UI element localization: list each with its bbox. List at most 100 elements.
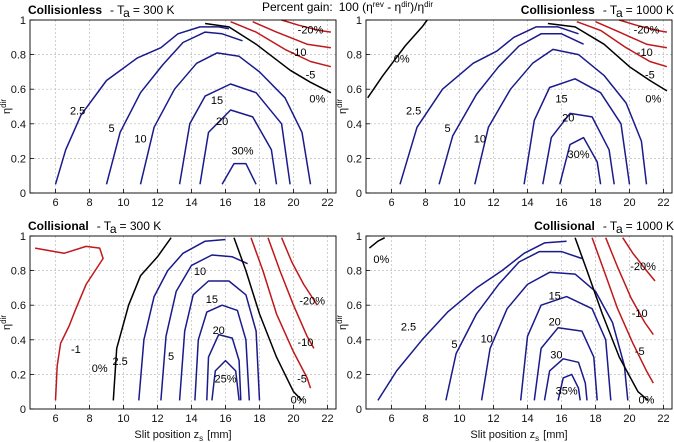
contour-label-2: 5 [445,123,451,135]
x-tick-label-7: 20 [623,197,635,209]
contour-label-8: -10 [291,47,307,59]
y-tick-label-3: 0.6 [347,84,362,96]
y-tick-label-3: 0.6 [11,84,26,96]
y-tick-label-3: 0.6 [11,300,26,312]
y-axis-label: ηdir [335,315,349,330]
contour-line-6 [559,136,602,185]
panel-title: Collisional - Ta = 300 K [28,219,161,236]
contour-line-8 [576,20,668,68]
x-tick-label-5: 16 [555,413,567,425]
contour-label-4: 10 [194,266,206,278]
contour-label-10: -10 [297,337,313,349]
y-tick-label-2: 0.4 [11,335,26,347]
panel-title: Collisional - Ta = 1000 K [534,219,674,236]
contour-label-4: 15 [555,93,567,105]
x-tick-label-0: 6 [388,197,394,209]
contour-line-7 [211,359,240,401]
x-tick-label-3: 12 [151,197,163,209]
contour-line-2 [138,238,226,401]
contour-line-1 [377,240,567,401]
contour-label-1: 5 [109,123,115,135]
x-tick-label-6: 18 [589,413,601,425]
contour-line-3 [480,271,629,401]
contour-label-5: 20 [549,316,561,328]
contour-line-10 [267,237,315,349]
y-tick-label-1: 0.2 [347,153,362,165]
panel-title: Collisionless - Ta = 300 K [28,3,175,20]
x-tick-label-0: 6 [388,413,394,425]
contour-label-9: -5 [297,373,307,385]
x-tick-label-3: 12 [151,413,163,425]
contour-label-1: 2.5 [401,322,416,334]
contour-line-5 [533,326,598,401]
y-tick-label-5: 1 [356,231,362,243]
contour-label-8: 0% [639,394,655,406]
y-tick-label-3: 0.6 [347,300,362,312]
x-tick-label-2: 10 [453,413,465,425]
x-tick-label-4: 14 [521,413,533,425]
x-tick-label-8: 22 [657,197,669,209]
contour-label-5: 15 [206,294,218,306]
x-tick-label-6: 18 [253,197,265,209]
contour-line-9 [595,21,668,49]
contour-line-7 [230,21,332,68]
plot-frame [365,19,673,194]
contour-label-9: -10 [637,47,653,59]
contour-line-1 [399,26,579,185]
y-tick-label-5: 1 [20,231,26,243]
y-tick-label-1: 0.2 [347,369,362,381]
x-tick-label-2: 10 [117,413,129,425]
y-tick-label-0: 0 [356,188,362,200]
x-tick-label-5: 16 [555,197,567,209]
y-tick-label-5: 1 [20,15,26,27]
contour-line-6 [204,22,332,94]
x-tick-label-0: 6 [52,197,58,209]
contour-line-9 [591,237,654,384]
contour-label-3: 15 [211,95,223,107]
contour-line-2 [139,52,312,185]
contour-label-2: 2.5 [112,356,127,368]
y-tick-label-4: 0.8 [347,50,362,62]
contour-label-4: 20 [216,116,228,128]
x-axis-label: Slit position zs [mm] [470,429,567,442]
contour-line-4 [199,109,278,185]
contour-label-3: 10 [474,133,486,145]
contour-line-8 [252,21,332,49]
contour-line-6 [543,358,588,401]
contour-label-5: 30% [231,145,253,157]
contour-label-4: 15 [549,290,561,302]
contour-line-0 [367,19,428,99]
contour-line-5 [542,112,615,185]
y-tick-label-0: 0 [20,404,26,416]
y-axis-label: ηdir [335,99,349,114]
contour-label-1: 0% [92,363,108,375]
contour-line-1 [105,31,243,185]
contour-line-2 [445,250,583,401]
contour-label-0: -1 [71,344,81,356]
contour-label-3: 5 [168,351,174,363]
contour-line-5 [194,304,251,401]
contour-label-5: 20 [562,113,574,125]
contour-label-6: 30 [550,349,562,361]
contour-label-1: 2.5 [406,106,421,118]
contour-label-6: 0% [309,93,325,105]
x-tick-label-8: 22 [321,413,333,425]
y-tick-label-2: 0.4 [347,119,362,131]
x-tick-label-2: 10 [453,197,465,209]
contour-label-2: 10 [134,133,146,145]
contour-line-8 [233,237,303,401]
x-axis-label: Slit position zs [mm] [134,429,231,442]
x-tick-label-5: 16 [219,197,231,209]
contour-line-7 [557,373,581,401]
y-tick-label-4: 0.8 [347,266,362,278]
contour-label-9: -20% [298,24,324,36]
contour-line-3 [178,83,291,185]
contour-label-8: -5 [645,69,655,81]
x-tick-label-7: 20 [287,197,299,209]
contour-line-0 [34,245,104,401]
contour-line-10 [619,19,668,33]
